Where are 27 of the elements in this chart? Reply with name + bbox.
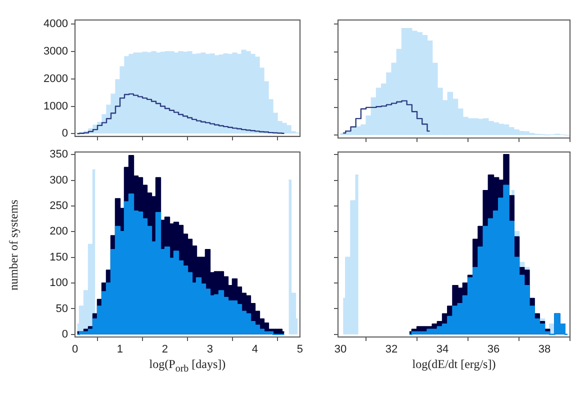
x-tick-label: 2 xyxy=(162,344,168,356)
y-tick-label: 0 xyxy=(62,128,68,140)
x-tick-label: 32 xyxy=(385,344,398,356)
y-tick-label: 250 xyxy=(50,200,68,212)
x-tick-label: 30 xyxy=(334,344,347,356)
y-tick-label: 1000 xyxy=(44,100,68,112)
x-tick-label: 5 xyxy=(296,344,304,356)
y-tick-label: 150 xyxy=(50,251,68,264)
x-tick-label: 0 xyxy=(72,344,78,356)
x-tick-label: 1 xyxy=(116,344,124,356)
y-tick-label: 4000 xyxy=(44,18,68,30)
y-tick-label: 200 xyxy=(50,226,68,238)
y-axis-title: number of systems xyxy=(6,199,22,290)
x-tick-label: 38 xyxy=(538,344,551,356)
y-tick-label: 300 xyxy=(50,174,68,186)
x-tick-label: 34 xyxy=(436,344,449,356)
x-tick-label: 3 xyxy=(206,344,214,356)
y-tick-label: 100 xyxy=(50,277,68,290)
x-axis-title: log(dE/dt [erg/s]) xyxy=(412,357,496,372)
x-tick-label: 36 xyxy=(487,344,500,356)
y-tick-label: 50 xyxy=(56,302,68,315)
x-tick-label: 4 xyxy=(252,344,258,356)
x-axis-title: log(P$_{orb}$ [days]) xyxy=(149,357,226,374)
y-tick-label: 3000 xyxy=(44,46,68,58)
y-tick-label: 0 xyxy=(62,328,68,340)
y-tick-label: 350 xyxy=(50,148,68,161)
y-tick-label: 2000 xyxy=(44,72,68,85)
